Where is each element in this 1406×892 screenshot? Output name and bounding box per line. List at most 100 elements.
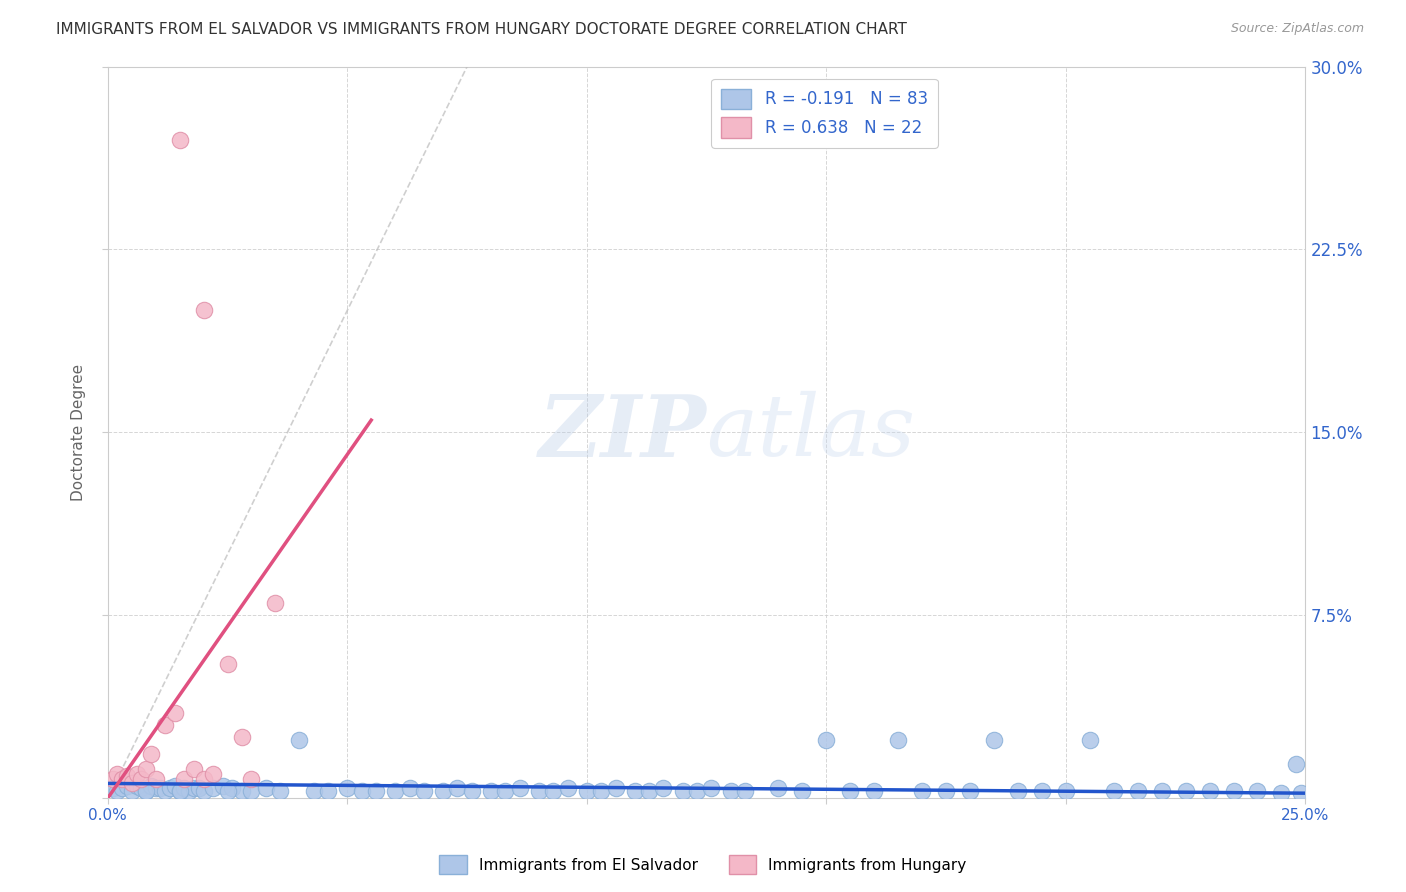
Point: [179, 783, 201, 797]
Point: [1102, 783, 1125, 797]
Point: [129, 781, 152, 796]
Point: [163, 706, 186, 720]
Point: [623, 783, 645, 797]
Point: [720, 783, 742, 797]
Point: [686, 783, 709, 797]
Point: [163, 779, 186, 793]
Text: Source: ZipAtlas.com: Source: ZipAtlas.com: [1230, 22, 1364, 36]
Point: [240, 772, 263, 786]
Point: [145, 781, 167, 796]
Point: [145, 772, 167, 786]
Point: [193, 303, 215, 318]
Point: [1198, 783, 1220, 797]
Point: [316, 783, 339, 797]
Point: [211, 779, 233, 793]
Point: [149, 781, 172, 796]
Point: [364, 783, 387, 797]
Point: [1078, 732, 1101, 747]
Text: atlas: atlas: [707, 391, 915, 474]
Point: [105, 783, 128, 797]
Point: [111, 772, 134, 786]
Point: [217, 657, 239, 671]
Point: [155, 718, 177, 732]
Point: [115, 769, 138, 783]
Point: [1285, 756, 1308, 771]
Point: [350, 783, 373, 797]
Point: [983, 732, 1005, 747]
Point: [217, 783, 239, 797]
Point: [672, 783, 695, 797]
Point: [1289, 786, 1312, 800]
Point: [101, 772, 124, 786]
Point: [432, 783, 454, 797]
Point: [398, 781, 420, 796]
Point: [240, 783, 263, 797]
Point: [1270, 786, 1292, 800]
Point: [815, 732, 838, 747]
Point: [202, 766, 225, 780]
Point: [1246, 783, 1268, 797]
Point: [173, 781, 195, 796]
Point: [887, 732, 910, 747]
Point: [125, 779, 148, 793]
Point: [1054, 783, 1077, 797]
Text: ZIP: ZIP: [538, 391, 707, 474]
Point: [494, 783, 516, 797]
Point: [446, 781, 468, 796]
Point: [231, 730, 253, 744]
Point: [202, 781, 225, 796]
Point: [169, 783, 191, 797]
Point: [105, 766, 128, 780]
Point: [173, 772, 195, 786]
Point: [479, 783, 502, 797]
Point: [863, 783, 886, 797]
Point: [101, 781, 124, 796]
Point: [155, 783, 177, 797]
Point: [187, 781, 209, 796]
Point: [139, 747, 162, 761]
Point: [557, 781, 579, 796]
Point: [135, 783, 157, 797]
Point: [336, 781, 359, 796]
Point: [1007, 783, 1029, 797]
Point: [652, 781, 675, 796]
Point: [935, 783, 957, 797]
Point: [1031, 783, 1053, 797]
Point: [129, 772, 152, 786]
Point: [193, 772, 215, 786]
Point: [839, 783, 862, 797]
Legend: R = -0.191   N = 83, R = 0.638   N = 22: R = -0.191 N = 83, R = 0.638 N = 22: [711, 78, 938, 147]
Point: [115, 779, 138, 793]
Point: [911, 783, 934, 797]
Point: [638, 783, 661, 797]
Point: [169, 783, 191, 797]
Point: [591, 783, 613, 797]
Point: [111, 781, 134, 796]
Point: [792, 783, 814, 797]
Point: [264, 596, 287, 610]
Point: [269, 783, 291, 797]
Point: [734, 783, 756, 797]
Point: [605, 781, 627, 796]
Point: [413, 783, 436, 797]
Point: [169, 133, 191, 147]
Point: [1222, 783, 1244, 797]
Point: [183, 762, 205, 776]
Point: [575, 783, 598, 797]
Point: [543, 783, 565, 797]
Point: [135, 783, 157, 797]
Point: [527, 783, 550, 797]
Point: [193, 783, 215, 797]
Point: [221, 781, 243, 796]
Point: [159, 781, 181, 796]
Point: [231, 783, 253, 797]
Point: [700, 781, 723, 796]
Point: [302, 783, 325, 797]
Point: [461, 783, 484, 797]
Point: [135, 762, 157, 776]
Point: [1150, 783, 1173, 797]
Point: [509, 781, 531, 796]
Point: [125, 766, 148, 780]
Y-axis label: Doctorate Degree: Doctorate Degree: [72, 364, 86, 501]
Point: [768, 781, 790, 796]
